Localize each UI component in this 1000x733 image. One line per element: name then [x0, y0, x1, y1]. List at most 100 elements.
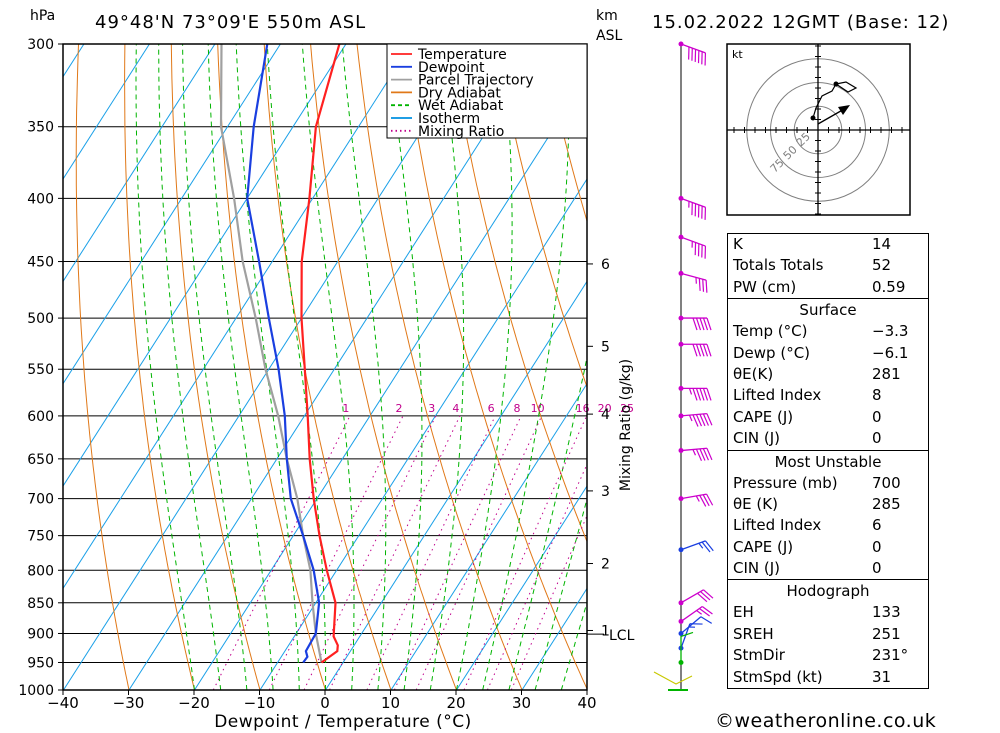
k-row: K 14 [728, 234, 928, 255]
indices-section: K 14 Totals Totals 52 PW (cm) 0.59 [728, 234, 928, 298]
temperature-profile [300, 44, 341, 664]
wind-barb-staff [680, 623, 691, 649]
mu-cape-label: CAPE (J) [733, 537, 794, 556]
location-title: 49°48'N 73°09'E 550m ASL [95, 12, 366, 33]
surface-temp-value: −3.3 [872, 322, 909, 341]
isotherm-line [63, 44, 478, 690]
pressure-unit-label: hPa [30, 8, 55, 24]
legend-item-label: Wet Adiabat [418, 98, 504, 114]
dry-adiabat-line [75, 44, 130, 690]
stmspd-row: StmSpd (kt) 31 [728, 667, 928, 688]
pressure-tick-label: 650 [27, 452, 54, 468]
legend-item-label: Dry Adiabat [418, 85, 501, 101]
wind-barb-feather [699, 344, 705, 357]
wind-barb-feather [702, 344, 709, 357]
dewpoint-profile [246, 44, 321, 664]
isotherm-line [325, 280, 587, 690]
wet-adiabat-line [456, 44, 513, 690]
wind-barb [678, 589, 714, 606]
surface-theta-row: θE(K) 281 [728, 364, 928, 385]
plot-frame [62, 43, 588, 691]
wet-adiabat-line [266, 44, 327, 690]
stmdir-row: StmDir 231° [728, 645, 928, 666]
mixing-ratio-line [510, 514, 587, 690]
pw-label: PW (cm) [733, 277, 797, 296]
wind-barb-feather [706, 344, 712, 357]
pressure-tick-label: 850 [27, 596, 54, 612]
wind-barb-feather [692, 449, 697, 456]
pressure-tick-label: 350 [27, 120, 54, 136]
wind-barb-feather [702, 413, 709, 426]
stats-table: K 14 Totals Totals 52 PW (cm) 0.59 Surface … [727, 233, 929, 690]
km-tick-label: 1 [601, 623, 610, 639]
mixing-ratio-line [329, 415, 461, 690]
x-tick-label: 30 [512, 694, 531, 712]
mixing-ratio-line [268, 415, 404, 690]
pressure-tick-label: 750 [27, 529, 54, 545]
km-label: km [596, 8, 618, 24]
wind-barb-feather [695, 448, 703, 462]
dry-adiabat-line [310, 44, 457, 690]
dry-adiabat-line [217, 44, 326, 690]
wind-barb-feather [688, 414, 693, 422]
wind-barb-feather [705, 280, 708, 293]
wind-barb-feather [698, 542, 704, 549]
wet-adiabat-line [482, 44, 570, 690]
wind-barb-feather [688, 388, 693, 395]
wind-barb [678, 234, 707, 259]
isotherm-line [63, 44, 281, 385]
wind-barb [678, 447, 713, 462]
isotherm-line [390, 382, 587, 690]
x-tick-label: −20 [178, 694, 210, 712]
surface-theta-value: 281 [872, 364, 901, 383]
wind-barb [678, 412, 713, 427]
k-label: K [733, 235, 743, 253]
wind-barb-feather [699, 414, 706, 427]
legend-item-label: Dewpoint [418, 60, 485, 76]
isotherm-line [0, 44, 18, 690]
hodograph-point [810, 115, 816, 121]
mixing-ratio-label: 1 [342, 402, 349, 415]
wind-barb [678, 385, 712, 401]
stmdir-label: StmDir [733, 646, 785, 665]
wind-barb-staff [680, 197, 706, 208]
x-axis-title: Dewpoint / Temperature (°C) [214, 712, 472, 732]
wet-adiabat-line [135, 44, 195, 690]
surface-dewp-value: −6.1 [872, 343, 909, 362]
wind-profile [653, 41, 714, 691]
mu-cape-value: 0 [872, 537, 882, 556]
wind-barb-feather [692, 388, 698, 401]
pressure-tick-label: 500 [27, 311, 54, 327]
wind-barb-staff [680, 43, 706, 54]
wind-barb-feather [702, 494, 710, 507]
skew-t-axes: 1 2 3 4 6 8 10 16 20 2530035040045050055060065070… [18, 37, 634, 732]
x-tick-label: −30 [113, 694, 145, 712]
mixing-ratio-label: 10 [531, 402, 545, 415]
mixing-ratio-label: 16 [576, 402, 590, 415]
wind-barb-staff [680, 540, 706, 551]
dry-adiabat-line [356, 44, 523, 690]
wet-adiabat-line [387, 44, 423, 690]
wind-barb-feather [699, 608, 710, 617]
mixing-ratio-label: 6 [488, 402, 495, 415]
wind-barb [678, 341, 712, 357]
wind-barb-feather [706, 413, 713, 426]
wind-barb-feather [695, 344, 702, 357]
datetime-title: 15.02.2022 12GMT (Base: 12) [652, 12, 949, 33]
pw-value: 0.59 [872, 277, 906, 296]
wind-barb-feather [696, 610, 703, 615]
copyright-text[interactable]: ©weatheronline.co.uk [715, 710, 937, 732]
sreh-row: SREH 251 [728, 624, 928, 645]
x-tick-label: 20 [446, 694, 465, 712]
wind-barb-feather [702, 388, 709, 401]
wind-barb-feather [695, 495, 700, 502]
dry-adiabat-line [170, 44, 261, 690]
wind-barb-feather [702, 317, 709, 331]
sreh-label: SREH [733, 624, 774, 643]
mu-cape-row: CAPE (J) 0 [728, 537, 928, 558]
wind-barb-feather [699, 495, 707, 507]
dry-adiabat-line [495, 44, 587, 389]
km-tick-label: 5 [601, 339, 610, 355]
